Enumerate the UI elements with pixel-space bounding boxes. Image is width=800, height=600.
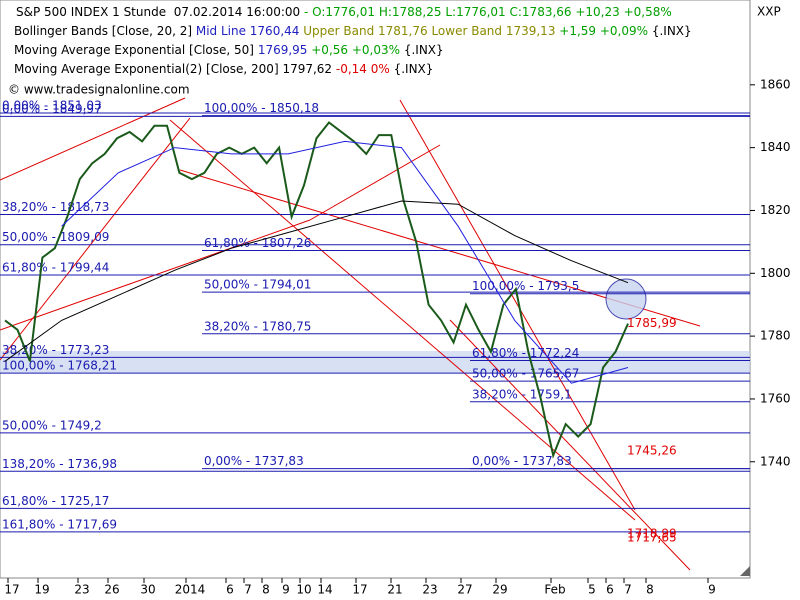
fib-label: 100,00% - 1768,21 [2, 359, 117, 373]
header-segment: S&P 500 INDEX 1 Stunde 07.02.2014 16:00:… [16, 5, 300, 19]
x-tick-label: 7 [624, 583, 632, 597]
y-tick-label: 1740 [760, 454, 791, 468]
x-tick-label: 10 [296, 583, 311, 597]
x-tick-label: 9 [708, 583, 716, 597]
fib-label: 61,80% - 1807,26 [204, 236, 311, 250]
series-line [4, 200, 629, 362]
fib-label: 50,00% - 1765,67 [472, 367, 579, 381]
header-segment: - O:1776,01 H:1788,25 L:1776,01 C:1783,6… [300, 5, 672, 19]
y-tick-label: 1820 [760, 203, 791, 217]
x-tick-label: 21 [387, 583, 402, 597]
header-segment: {.INX} [404, 43, 444, 57]
header-line: Bollinger Bands [Close, 20, 2] Mid Line … [14, 24, 692, 38]
fib-label: 0,00% - 1849,97 [2, 102, 102, 116]
x-tick-label: 8 [262, 583, 270, 597]
x-tick-label: 30 [140, 583, 155, 597]
fib-label: 1785,99 [627, 316, 677, 330]
fib-label: 0,00% - 1737,83 [472, 454, 572, 468]
y-tick-label: 1840 [760, 140, 791, 154]
x-tick-label: 9 [282, 583, 290, 597]
fib-label: 38,20% - 1759,1 [472, 387, 572, 401]
fib-label: 61,80% - 1772,24 [472, 346, 579, 360]
zone [0, 351, 750, 373]
header-line: Moving Average Exponential(2) [Close, 20… [14, 62, 433, 76]
x-tick-label: 17 [4, 583, 19, 597]
header-line: Moving Average Exponential [Close, 50] 1… [14, 43, 444, 57]
fib-label: 61,80% - 1799,44 [2, 261, 109, 275]
corner-icon [740, 566, 750, 576]
x-tick-label: 29 [492, 583, 507, 597]
x-tick-label: 6 [606, 583, 614, 597]
header-segment: 1769,95 [258, 43, 311, 57]
fib-label: 50,00% - 1749,2 [2, 418, 102, 432]
header-line: S&P 500 INDEX 1 Stunde 07.02.2014 16:00:… [16, 5, 672, 19]
header-segment: Mid Line 1760,44 [196, 24, 303, 38]
fib-label: 1718,99 [627, 526, 677, 540]
symbol: XXP [757, 5, 781, 19]
x-tick-label: 2014 [175, 583, 206, 597]
header-segment: 1797,62 [282, 62, 335, 76]
x-tick-label: 17 [352, 583, 367, 597]
x-tick-label: 14 [317, 583, 332, 597]
y-tick-label: 1860 [760, 77, 791, 91]
header-segment: {.INX} [652, 24, 692, 38]
x-tick-label: 7 [244, 583, 252, 597]
y-tick-label: 1760 [760, 391, 791, 405]
x-tick-label: 27 [457, 583, 472, 597]
fib-label: 161,80% - 1717,69 [2, 517, 117, 531]
x-tick-label: 8 [646, 583, 654, 597]
copyright: © www.tradesignalonline.com [8, 83, 190, 97]
fib-label: 50,00% - 1809,09 [2, 230, 109, 244]
fib-label: 38,20% - 1773,23 [2, 343, 109, 357]
header-segment: Moving Average Exponential(2) [Close, 20… [14, 62, 282, 76]
fib-label: 61,80% - 1725,17 [2, 494, 109, 508]
x-tick-label: Feb [544, 583, 565, 597]
fib-label: 38,20% - 1780,75 [204, 319, 311, 333]
fib-label: 100,00% - 1850,18 [204, 101, 319, 115]
x-tick-label: 19 [34, 583, 49, 597]
fib-label: 50,00% - 1794,01 [204, 278, 311, 292]
fib-label: 1717,65 [627, 530, 677, 544]
fib-label: 0,00% - 1851,03 [2, 98, 102, 112]
header-segment: +1,59 +0,09% [559, 24, 652, 38]
header-segment: Moving Average Exponential [Close, 50] [14, 43, 258, 57]
fib-label: 1745,26 [627, 444, 677, 458]
highlight-circle [605, 278, 647, 320]
x-tick-label: 6 [226, 583, 234, 597]
header-segment: +0,56 +0,03% [311, 43, 404, 57]
header-segment: Upper Band 1781,76 Lower Band 1739,13 [303, 24, 559, 38]
fib-label: 100,00% - 1793,5 [472, 279, 579, 293]
series-line [61, 140, 629, 384]
x-tick-label: 5 [588, 583, 596, 597]
header-segment: Bollinger Bands [Close, 20, 2] [14, 24, 196, 38]
x-tick-label: 23 [422, 583, 437, 597]
fib-label: 0,00% - 1737,83 [204, 454, 304, 468]
header-segment: -0,14 0% [336, 62, 394, 76]
fib-label: 38,20% - 1818,73 [2, 200, 109, 214]
x-tick-label: 26 [104, 583, 119, 597]
y-tick-label: 1780 [760, 329, 791, 343]
fib-label: 138,20% - 1736,98 [2, 457, 117, 471]
y-tick-label: 1800 [760, 266, 791, 280]
x-tick-label: 23 [74, 583, 89, 597]
header-segment: {.INX} [394, 62, 434, 76]
